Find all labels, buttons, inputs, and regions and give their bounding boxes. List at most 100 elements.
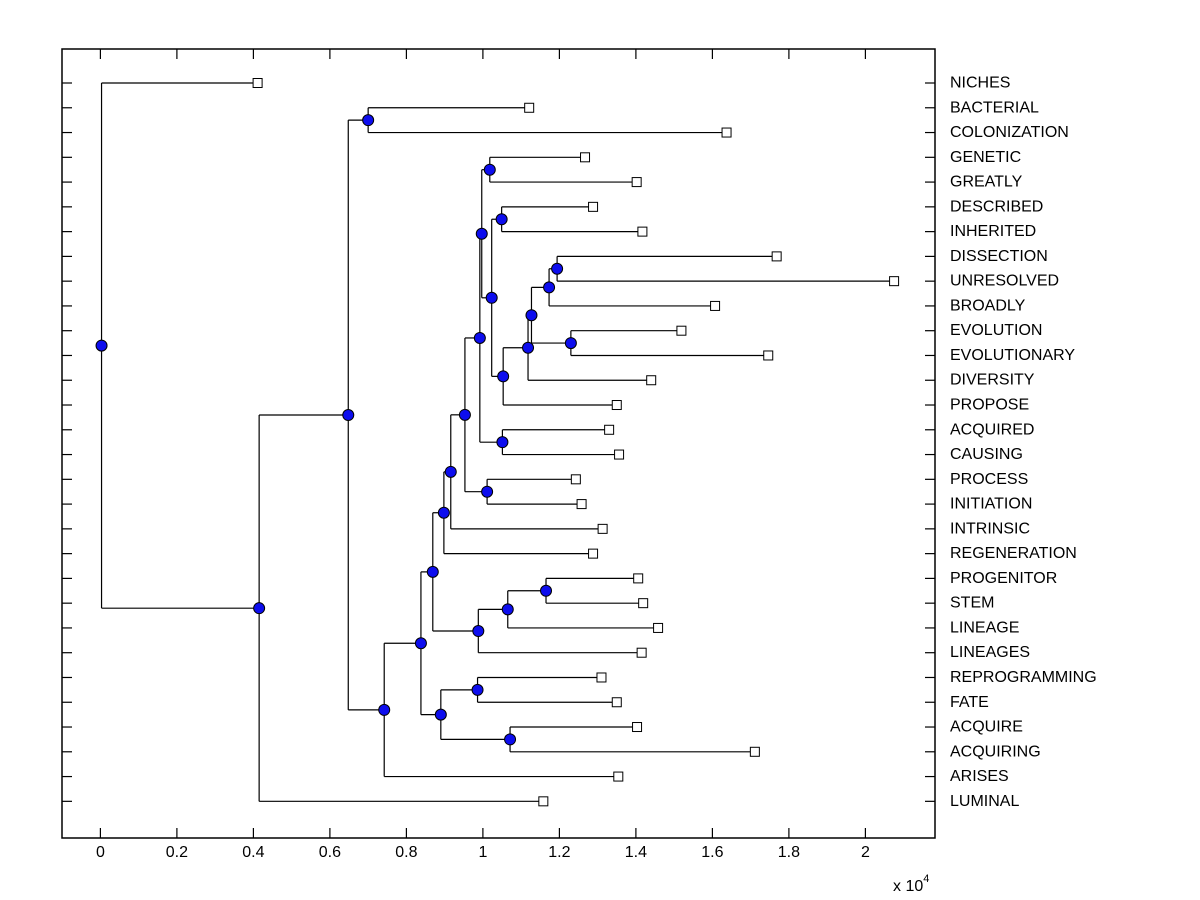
branch-node-marker (362, 114, 375, 127)
branch-node-marker (481, 485, 494, 498)
branch-node-marker (434, 708, 447, 721)
leaf-label: DISSECTION (950, 248, 1048, 265)
branch-node-marker (501, 603, 514, 616)
leaf-label: LUMINAL (950, 793, 1019, 810)
branch-node-marker (475, 227, 488, 240)
leaf-marker (889, 276, 900, 287)
branch-node-marker (473, 331, 486, 344)
leaf-label: BROADLY (950, 297, 1026, 314)
leaf-marker (524, 102, 535, 113)
leaf-label: EVOLUTION (950, 322, 1042, 339)
leaf-label: STEM (950, 595, 994, 612)
leaf-label: ACQUIRING (950, 743, 1041, 760)
leaf-marker (596, 672, 607, 683)
leaf-label: ACQUIRED (950, 421, 1034, 438)
branch-node-marker (471, 683, 484, 696)
leaf-label: LINEAGES (950, 644, 1030, 661)
leaf-marker (749, 746, 760, 757)
branch-node-marker (378, 703, 391, 716)
leaf-marker (721, 127, 732, 138)
leaf-marker (632, 722, 643, 733)
leaf-marker (710, 300, 721, 311)
leaf-label: DESCRIBED (950, 198, 1043, 215)
branch-node-marker (95, 339, 108, 352)
leaf-marker (646, 375, 657, 386)
leaf-label: COLONIZATION (950, 124, 1069, 141)
branch-node-marker (496, 436, 509, 449)
leaf-label: INITIATION (950, 496, 1032, 513)
leaf-label: LINEAGE (950, 619, 1019, 636)
leaf-marker (676, 325, 687, 336)
leaf-label: CAUSING (950, 446, 1023, 463)
leaf-label: ACQUIRE (950, 719, 1023, 736)
leaf-label: BACTERIAL (950, 99, 1039, 116)
leaf-label: GREATLY (950, 174, 1023, 191)
leaf-label: DIVERSITY (950, 372, 1035, 389)
branch-node-marker (564, 337, 577, 350)
branch-node-marker (540, 584, 553, 597)
leaf-marker (538, 796, 549, 807)
x-tick-label: 0.6 (319, 844, 341, 861)
leaf-marker (588, 201, 599, 212)
branch-node-marker (522, 341, 535, 354)
leaf-marker (597, 523, 608, 534)
leaf-label: UNRESOLVED (950, 273, 1059, 290)
branch-node-marker (426, 565, 439, 578)
leaf-label: INTRINSIC (950, 520, 1030, 537)
leaf-marker (614, 449, 625, 460)
branch-node-marker (444, 465, 457, 478)
x-tick-label: 0.2 (166, 844, 188, 861)
branch-node-marker (253, 602, 266, 615)
leaf-marker (638, 598, 649, 609)
leaf-marker (604, 424, 615, 435)
x-tick-label: 1.4 (625, 844, 647, 861)
branch-node-marker (458, 408, 471, 421)
branch-node-marker (485, 291, 498, 304)
x-tick-label: 0 (96, 844, 105, 861)
branch-node-marker (543, 281, 556, 294)
leaf-marker (636, 647, 647, 658)
leaf-label: GENETIC (950, 149, 1021, 166)
x-tick-label: 1.8 (778, 844, 800, 861)
leaf-label: REPROGRAMMING (950, 669, 1097, 686)
branch-node-marker (414, 637, 427, 650)
x-tick-label: 1 (478, 844, 487, 861)
x-tick-label: 1.6 (701, 844, 723, 861)
leaf-label: PROPOSE (950, 397, 1029, 414)
branch-node-marker (497, 370, 510, 383)
branch-node-marker (472, 625, 485, 638)
branch-node-marker (551, 262, 564, 275)
leaf-marker (252, 78, 263, 88)
x-tick-label: 0.8 (395, 844, 417, 861)
branch-node-marker (342, 409, 355, 422)
x-tick-label: 2 (861, 844, 870, 861)
branch-node-marker (495, 213, 508, 226)
x-tick-label: 1.2 (548, 844, 570, 861)
leaf-marker (613, 771, 624, 782)
leaf-label: PROCESS (950, 471, 1028, 488)
leaf-marker (631, 177, 642, 188)
leaf-label: FATE (950, 694, 989, 711)
leaf-marker (570, 474, 581, 485)
leaf-marker (763, 350, 774, 361)
leaf-label: INHERITED (950, 223, 1036, 240)
leaf-marker (576, 499, 587, 510)
axis-multiplier-label: x 104 (893, 873, 929, 895)
branch-node-marker (525, 309, 538, 322)
x-tick-label: 0.4 (242, 844, 264, 861)
leaf-label: EVOLUTIONARY (950, 347, 1075, 364)
leaf-marker (637, 226, 648, 237)
leaf-marker (633, 573, 644, 584)
branch-node-marker (437, 506, 450, 519)
leaf-label: PROGENITOR (950, 570, 1057, 587)
leaf-marker (771, 251, 782, 262)
leaf-marker (653, 622, 664, 633)
leaf-marker (580, 152, 591, 163)
leaf-marker (611, 697, 622, 708)
leaf-label: REGENERATION (950, 545, 1077, 562)
branch-node-marker (483, 163, 496, 176)
leaf-label: ARISES (950, 768, 1009, 785)
branch-node-marker (504, 733, 517, 746)
